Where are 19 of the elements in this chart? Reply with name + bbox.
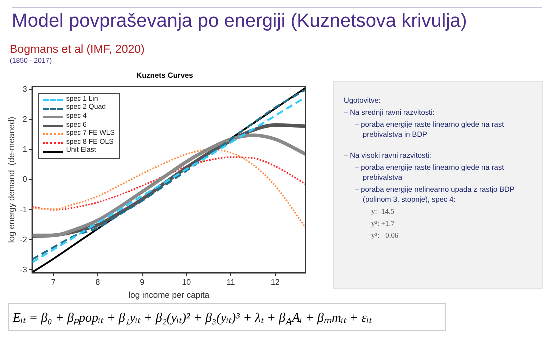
y-tick-label: 0 (22, 175, 28, 184)
x-tick-label: 12 (270, 278, 280, 288)
y-tick-label: 3 (22, 85, 28, 94)
x-tick-label: 11 (226, 278, 236, 288)
x-tick-label: 8 (96, 278, 101, 288)
x-axis-title: log income per capita (128, 290, 210, 300)
y-tick-label: -1 (20, 205, 28, 214)
x-tick-label: 9 (140, 278, 146, 288)
y-tick-label: -3 (20, 265, 28, 274)
chart-title: Model povpraševanja po energiji (Kuznetsova krivulja) (12, 11, 468, 33)
x-tick-label: 10 (182, 278, 192, 288)
chart-subtitle: Bogmans et al (IMF, 2020) (10, 44, 145, 56)
y-axis-title: log energy demand (de-meaned) (6, 116, 16, 244)
y-tick-label: 1 (22, 145, 28, 154)
y-tick-label: 2 (22, 115, 28, 124)
line-series (32, 156, 306, 211)
text: Eᵢₜ = β₀ + βₚpopᵢₜ + β₁yᵢₜ + β₂(yᵢₜ)² + β₃(yᵢₜ)³ + λₜ + β$_{A}$Aᵢ + βₘmᵢₜ + εᵢₜ (8, 303, 446, 331)
y-tick-label: -2 (20, 235, 28, 244)
x-tick-label: 7 (51, 278, 56, 288)
